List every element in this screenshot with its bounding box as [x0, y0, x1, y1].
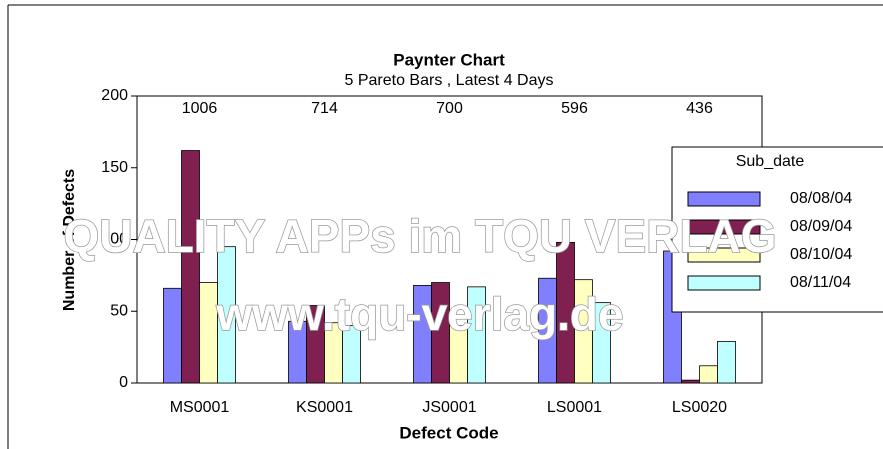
- bar: [217, 246, 236, 384]
- bar: [592, 302, 611, 384]
- bar: [163, 287, 182, 384]
- x-tick-label: MS0001: [170, 399, 230, 416]
- bar: [681, 379, 700, 384]
- bar: [342, 325, 361, 384]
- legend-label: 08/09/04: [790, 218, 852, 235]
- y-tick-label: 150: [101, 159, 128, 176]
- total-label: 596: [561, 100, 588, 117]
- x-axis-label: Defect Code: [399, 423, 498, 442]
- y-tick-label: 50: [110, 302, 128, 319]
- x-tick-label: LS0020: [672, 399, 727, 416]
- chart-subtitle: 5 Pareto Bars , Latest 4 Days: [345, 72, 554, 89]
- y-axis-label: Number of Defects: [61, 169, 78, 311]
- legend-swatch: [687, 275, 761, 291]
- legend-swatch: [687, 219, 761, 235]
- legend-swatch: [687, 247, 761, 263]
- legend-label: 08/08/04: [790, 190, 852, 207]
- x-tick-label: JS0001: [422, 399, 476, 416]
- y-tick-label: 0: [119, 374, 128, 391]
- y-tick-label: 100: [101, 231, 128, 248]
- total-label: 1006: [182, 100, 218, 117]
- y-tick-label: 200: [101, 87, 128, 104]
- x-tick-label: LS0001: [547, 399, 602, 416]
- legend-label: 08/10/04: [790, 246, 852, 263]
- legend-swatch: [687, 191, 761, 207]
- total-label: 436: [686, 100, 713, 117]
- bar: [717, 340, 736, 384]
- x-tick-label: KS0001: [296, 399, 353, 416]
- bar: [467, 286, 486, 384]
- legend-label: 08/11/04: [790, 274, 851, 291]
- watermark: QUALITY APPs im TQU VERLAG: [63, 210, 776, 262]
- watermark: www.tqu-verlag.de: [215, 288, 623, 340]
- total-label: 714: [311, 100, 338, 117]
- bar: [199, 282, 218, 384]
- legend-title: Sub_date: [736, 153, 805, 170]
- chart-title: Paynter Chart: [393, 50, 505, 69]
- bar: [181, 150, 200, 384]
- total-label: 700: [436, 100, 463, 117]
- bar: [699, 365, 718, 384]
